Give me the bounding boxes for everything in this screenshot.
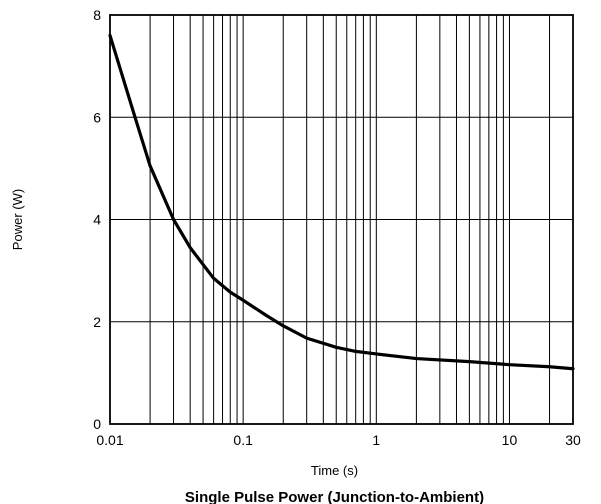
y-axis-label: Power (W) xyxy=(10,189,25,250)
y-tick-label: 0 xyxy=(93,416,101,432)
x-axis-label: Time (s) xyxy=(311,463,358,478)
y-tick-label: 4 xyxy=(93,212,101,228)
tick-labels: 0.01 0.1 1 10 30 0 2 4 6 8 xyxy=(93,7,581,448)
x-tick-label: 0.1 xyxy=(233,432,253,448)
power-curve-line xyxy=(108,33,575,371)
y-tick-label: 8 xyxy=(93,7,101,23)
x-tick-label: 30 xyxy=(565,432,581,448)
chart-title: Single Pulse Power (Junction-to-Ambient) xyxy=(185,489,484,504)
grid-lines xyxy=(110,15,573,424)
x-tick-label: 1 xyxy=(372,432,380,448)
x-tick-label: 0.01 xyxy=(96,432,123,448)
series-layer xyxy=(108,33,575,371)
plot-frame xyxy=(109,14,574,425)
y-tick-label: 6 xyxy=(93,109,101,125)
y-tick-label: 2 xyxy=(93,314,101,330)
x-tick-label: 10 xyxy=(502,432,518,448)
